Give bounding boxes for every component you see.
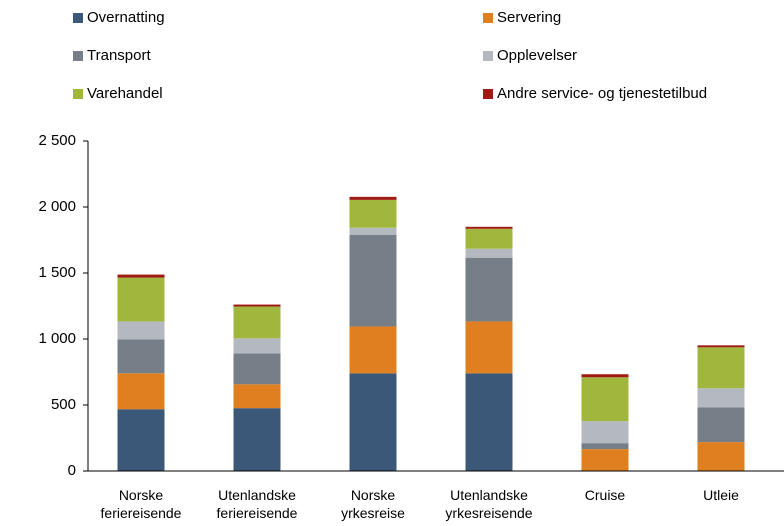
bar-segment bbox=[697, 388, 745, 408]
bar-segment bbox=[233, 353, 281, 385]
legend-swatch bbox=[73, 13, 83, 23]
bar-segment bbox=[233, 408, 281, 471]
bar-segment bbox=[465, 226, 513, 229]
y-tick-label: 1 500 bbox=[38, 264, 76, 281]
x-tick-label: Norske feriereisende bbox=[100, 487, 182, 521]
bar-segment bbox=[117, 277, 165, 322]
bar-segment bbox=[349, 196, 397, 200]
legend-swatch bbox=[73, 89, 83, 99]
bar-segment bbox=[581, 449, 629, 471]
bar-segment bbox=[697, 442, 745, 471]
bar-segment bbox=[117, 373, 165, 410]
bar-segment bbox=[465, 321, 513, 374]
bar-segment bbox=[349, 227, 397, 235]
x-tick-label: Utenlandske feriereisende bbox=[216, 487, 298, 521]
y-tick-label: 0 bbox=[68, 462, 76, 479]
bar-segment bbox=[465, 257, 513, 322]
legend-swatch bbox=[483, 89, 493, 99]
legend-label: Andre service- og tjenestetilbud bbox=[497, 85, 707, 102]
legend-label: Opplevelser bbox=[497, 47, 577, 64]
bar-segment bbox=[117, 321, 165, 340]
bar-segment bbox=[465, 373, 513, 471]
bar-segment bbox=[697, 407, 745, 443]
bar-segment bbox=[465, 248, 513, 258]
x-tick-label: Cruise bbox=[584, 487, 626, 503]
x-tick-label: Utenlandske yrkesreisende bbox=[445, 487, 533, 521]
bar-segment bbox=[465, 228, 513, 249]
y-tick-label: 500 bbox=[51, 396, 76, 413]
bar-segment bbox=[117, 339, 165, 374]
bar-segment bbox=[697, 345, 745, 348]
legend-label: Overnatting bbox=[87, 9, 165, 26]
bar-segment bbox=[117, 274, 165, 278]
legend-label: Servering bbox=[497, 9, 561, 26]
legend-swatch bbox=[483, 13, 493, 23]
bar-segment bbox=[581, 421, 629, 444]
y-tick-label: 2 000 bbox=[38, 198, 76, 215]
x-tick-label: Utleie bbox=[703, 487, 739, 503]
legend-label: Varehandel bbox=[87, 85, 163, 102]
y-tick-label: 2 500 bbox=[38, 132, 76, 149]
x-tick-label: Norske yrkesreise bbox=[341, 487, 405, 521]
legend-swatch bbox=[73, 51, 83, 61]
bar-segment bbox=[581, 377, 629, 422]
bar-segment bbox=[697, 347, 745, 389]
bar-segment bbox=[233, 304, 281, 307]
bar-segment bbox=[349, 326, 397, 374]
bar-segment bbox=[233, 306, 281, 339]
bar-segment bbox=[233, 338, 281, 354]
y-tick-label: 1 000 bbox=[38, 330, 76, 347]
legend-label: Transport bbox=[87, 47, 151, 64]
bar-segment bbox=[581, 443, 629, 450]
bar-segment bbox=[349, 373, 397, 471]
bar-segment bbox=[581, 374, 629, 378]
bar-segment bbox=[349, 234, 397, 327]
bar-segment bbox=[349, 199, 397, 228]
legend-swatch bbox=[483, 51, 493, 61]
bar-segment bbox=[117, 409, 165, 471]
bar-segment bbox=[233, 384, 281, 409]
